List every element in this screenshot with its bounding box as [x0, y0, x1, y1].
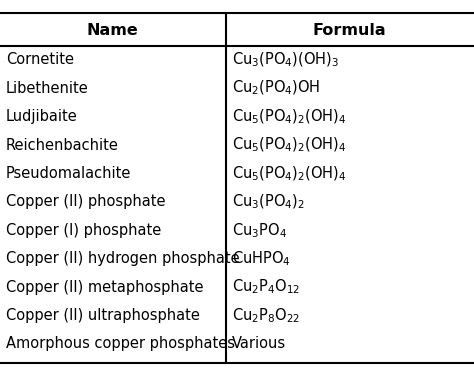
- Text: Cu$_5$(PO$_4$)$_2$(OH)$_4$: Cu$_5$(PO$_4$)$_2$(OH)$_4$: [232, 107, 347, 126]
- Text: Copper (I) phosphate: Copper (I) phosphate: [6, 223, 161, 238]
- Text: Cu$_3$PO$_4$: Cu$_3$PO$_4$: [232, 221, 287, 239]
- Text: Cu$_5$(PO$_4$)$_2$(OH)$_4$: Cu$_5$(PO$_4$)$_2$(OH)$_4$: [232, 164, 347, 183]
- Text: Pseudomalachite: Pseudomalachite: [6, 166, 131, 181]
- Text: Cu$_2$P$_4$O$_{12}$: Cu$_2$P$_4$O$_{12}$: [232, 278, 301, 296]
- Text: Formula: Formula: [313, 23, 387, 38]
- Text: Cu$_3$(PO$_4$)$_2$: Cu$_3$(PO$_4$)$_2$: [232, 193, 305, 211]
- Text: Cornetite: Cornetite: [6, 52, 73, 67]
- Text: Amorphous copper phosphates: Amorphous copper phosphates: [6, 337, 235, 351]
- Text: Copper (II) hydrogen phosphate: Copper (II) hydrogen phosphate: [6, 251, 239, 266]
- Text: Copper (II) phosphate: Copper (II) phosphate: [6, 194, 165, 209]
- Text: Various: Various: [232, 337, 286, 351]
- Text: Cu$_2$P$_8$O$_{22}$: Cu$_2$P$_8$O$_{22}$: [232, 306, 301, 325]
- Text: Libethenite: Libethenite: [6, 81, 89, 96]
- Text: Copper (II) ultraphosphate: Copper (II) ultraphosphate: [6, 308, 200, 323]
- Text: CuHPO$_4$: CuHPO$_4$: [232, 249, 291, 268]
- Text: Ludjibaite: Ludjibaite: [6, 109, 77, 124]
- Text: Cu$_2$(PO$_4$)OH: Cu$_2$(PO$_4$)OH: [232, 79, 321, 97]
- Text: Copper (II) metaphosphate: Copper (II) metaphosphate: [6, 280, 203, 294]
- Text: Cu$_3$(PO$_4$)(OH)$_3$: Cu$_3$(PO$_4$)(OH)$_3$: [232, 51, 339, 69]
- Text: Cu$_5$(PO$_4$)$_2$(OH)$_4$: Cu$_5$(PO$_4$)$_2$(OH)$_4$: [232, 136, 347, 154]
- Text: Reichenbachite: Reichenbachite: [6, 138, 118, 152]
- Text: Name: Name: [87, 23, 139, 38]
